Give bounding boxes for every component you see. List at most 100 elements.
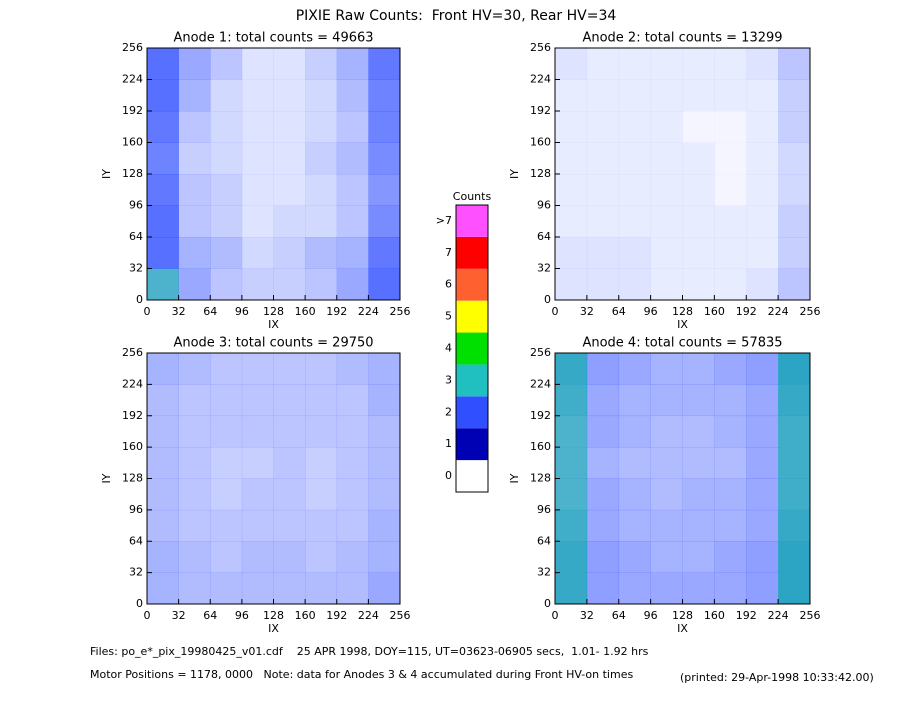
heat-cell bbox=[368, 142, 401, 175]
heat-cell bbox=[368, 478, 401, 511]
heat-cell bbox=[682, 447, 715, 479]
heat-cell bbox=[210, 142, 243, 175]
heat-cell bbox=[273, 174, 306, 206]
heat-cell bbox=[746, 174, 779, 206]
heat-cell bbox=[714, 142, 747, 175]
x-tick-label: 224 bbox=[358, 609, 379, 622]
heat-cell bbox=[746, 541, 779, 573]
y-tick-label: 0 bbox=[544, 597, 551, 610]
heat-cell bbox=[241, 572, 274, 605]
heat-cell bbox=[746, 478, 779, 511]
x-tick-label: 96 bbox=[235, 609, 249, 622]
footer-printed: (printed: 29-Apr-1998 10:33:42.00) bbox=[680, 671, 874, 684]
y-tick-label: 224 bbox=[530, 377, 551, 390]
heat-cell bbox=[778, 205, 811, 238]
heat-cell bbox=[746, 237, 779, 269]
panel-title: Anode 3: total counts = 29750 bbox=[173, 336, 373, 351]
colorbar-title: Counts bbox=[453, 190, 492, 203]
x-tick-label: 128 bbox=[672, 609, 693, 622]
heat-cell bbox=[555, 237, 588, 269]
y-tick-label: 192 bbox=[530, 409, 551, 422]
colorbar-swatch bbox=[456, 268, 488, 301]
heat-cell bbox=[682, 237, 715, 269]
colorbar-label: 3 bbox=[445, 373, 452, 386]
x-tick-label: 64 bbox=[612, 305, 626, 318]
heat-cell bbox=[241, 205, 274, 238]
heat-cell bbox=[305, 142, 338, 175]
heat-cell bbox=[682, 48, 715, 80]
y-axis-label: IY bbox=[508, 473, 521, 483]
heat-cell bbox=[586, 174, 620, 206]
colorbar-swatch bbox=[456, 396, 488, 429]
heat-cell bbox=[305, 541, 338, 573]
heat-cell bbox=[682, 79, 715, 112]
heat-cell bbox=[178, 572, 211, 605]
heat-cell bbox=[618, 384, 651, 417]
y-axis-label: IY bbox=[100, 473, 113, 483]
heat-cell bbox=[746, 142, 779, 175]
heat-cell bbox=[210, 205, 243, 238]
heat-cell bbox=[305, 384, 338, 417]
x-axis-label: IX bbox=[677, 318, 688, 331]
heat-cell bbox=[555, 509, 588, 542]
heat-cell bbox=[682, 541, 715, 573]
heat-cell bbox=[178, 541, 211, 573]
heat-cell bbox=[555, 174, 588, 206]
x-tick-label: 32 bbox=[172, 609, 186, 622]
heat-cell bbox=[336, 79, 369, 112]
heat-cell bbox=[368, 205, 401, 238]
colorbar-label: 1 bbox=[445, 437, 452, 450]
heat-cell bbox=[305, 111, 338, 143]
x-tick-label: 192 bbox=[736, 305, 757, 318]
heat-cell bbox=[241, 353, 274, 385]
heat-cell bbox=[682, 572, 715, 605]
x-tick-label: 96 bbox=[235, 305, 249, 318]
heat-cell bbox=[778, 142, 811, 175]
heat-cell bbox=[368, 237, 401, 269]
heat-cell bbox=[147, 174, 179, 206]
heat-cell bbox=[210, 572, 243, 605]
heat-cell bbox=[682, 111, 715, 143]
heat-cell bbox=[682, 174, 715, 206]
y-tick-label: 32 bbox=[537, 262, 551, 275]
x-tick-label: 224 bbox=[768, 305, 789, 318]
heat-cell bbox=[618, 478, 651, 511]
x-tick-label: 160 bbox=[704, 609, 725, 622]
colorbar-swatch bbox=[456, 364, 488, 397]
heat-cell bbox=[178, 478, 211, 511]
colorbar-frame bbox=[455, 204, 489, 493]
y-tick-label: 160 bbox=[122, 440, 143, 453]
y-tick-label: 192 bbox=[122, 409, 143, 422]
heat-cell bbox=[618, 541, 651, 573]
x-tick-label: 128 bbox=[263, 609, 284, 622]
heat-cell bbox=[746, 384, 779, 417]
heat-cell bbox=[650, 447, 683, 479]
heat-cell bbox=[650, 572, 683, 605]
heat-cell bbox=[778, 174, 811, 206]
heat-cell bbox=[273, 415, 306, 448]
heat-cell bbox=[555, 205, 588, 238]
x-tick-label: 64 bbox=[203, 609, 217, 622]
x-tick-label: 192 bbox=[326, 609, 347, 622]
x-tick-label: 256 bbox=[800, 609, 821, 622]
y-tick-label: 192 bbox=[122, 104, 143, 117]
x-tick-label: 256 bbox=[390, 609, 411, 622]
heat-cell bbox=[273, 384, 306, 417]
panel-title: Anode 2: total counts = 13299 bbox=[582, 31, 782, 46]
heat-cell bbox=[147, 384, 179, 417]
y-axis-label: IY bbox=[100, 169, 113, 179]
heat-cell bbox=[650, 174, 683, 206]
x-axis-label: IX bbox=[268, 318, 279, 331]
heat-cell bbox=[586, 447, 620, 479]
heat-cell bbox=[650, 111, 683, 143]
heat-cell bbox=[178, 205, 211, 238]
y-tick-label: 224 bbox=[530, 73, 551, 86]
heat-cell bbox=[714, 541, 747, 573]
heat-cell bbox=[746, 205, 779, 238]
heat-cell bbox=[336, 268, 369, 301]
heat-cell bbox=[336, 174, 369, 206]
heat-cell bbox=[778, 478, 811, 511]
heat-cell bbox=[555, 541, 588, 573]
heat-cell bbox=[336, 572, 369, 605]
heat-cell bbox=[650, 541, 683, 573]
